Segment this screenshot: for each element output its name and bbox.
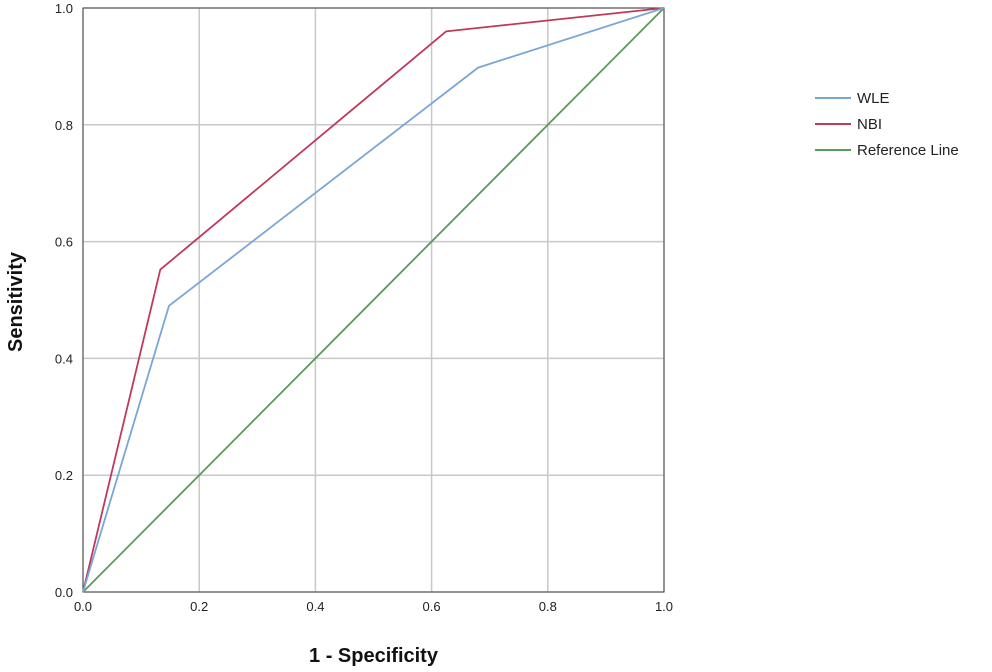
y-tick-label: 0.2 bbox=[55, 468, 73, 483]
series-lines bbox=[82, 7, 665, 593]
x-tick-label: 1.0 bbox=[655, 599, 673, 614]
series-line-wle bbox=[82, 7, 665, 593]
x-tick-label: 0.4 bbox=[306, 599, 324, 614]
series-line-nbi bbox=[82, 7, 665, 593]
x-axis-ticks: 0.0 0.2 0.4 0.6 0.8 1.0 bbox=[74, 599, 673, 614]
x-axis-title: 1 - Specificity bbox=[309, 645, 439, 667]
series-line-reference-line bbox=[82, 7, 665, 593]
x-tick-label: 0.2 bbox=[190, 599, 208, 614]
legend: WLE NBI Reference Line bbox=[815, 90, 959, 159]
x-tick-label: 0.8 bbox=[539, 599, 557, 614]
y-tick-label: 0.8 bbox=[55, 118, 73, 133]
y-tick-label: 0.4 bbox=[55, 351, 73, 366]
legend-label-nbi: NBI bbox=[857, 116, 882, 133]
x-tick-label: 0.0 bbox=[74, 599, 92, 614]
y-tick-label: 1.0 bbox=[55, 1, 73, 16]
plot-frame bbox=[82, 7, 665, 593]
legend-label-reference-line: Reference Line bbox=[857, 142, 959, 159]
y-tick-label: 0.0 bbox=[55, 585, 73, 600]
y-axis-ticks: 0.0 0.2 0.4 0.6 0.8 1.0 bbox=[55, 1, 73, 600]
y-axis-title: Sensitivity bbox=[5, 251, 27, 352]
x-tick-label: 0.6 bbox=[423, 599, 441, 614]
y-tick-label: 0.6 bbox=[55, 235, 73, 250]
legend-label-wle: WLE bbox=[857, 90, 890, 107]
